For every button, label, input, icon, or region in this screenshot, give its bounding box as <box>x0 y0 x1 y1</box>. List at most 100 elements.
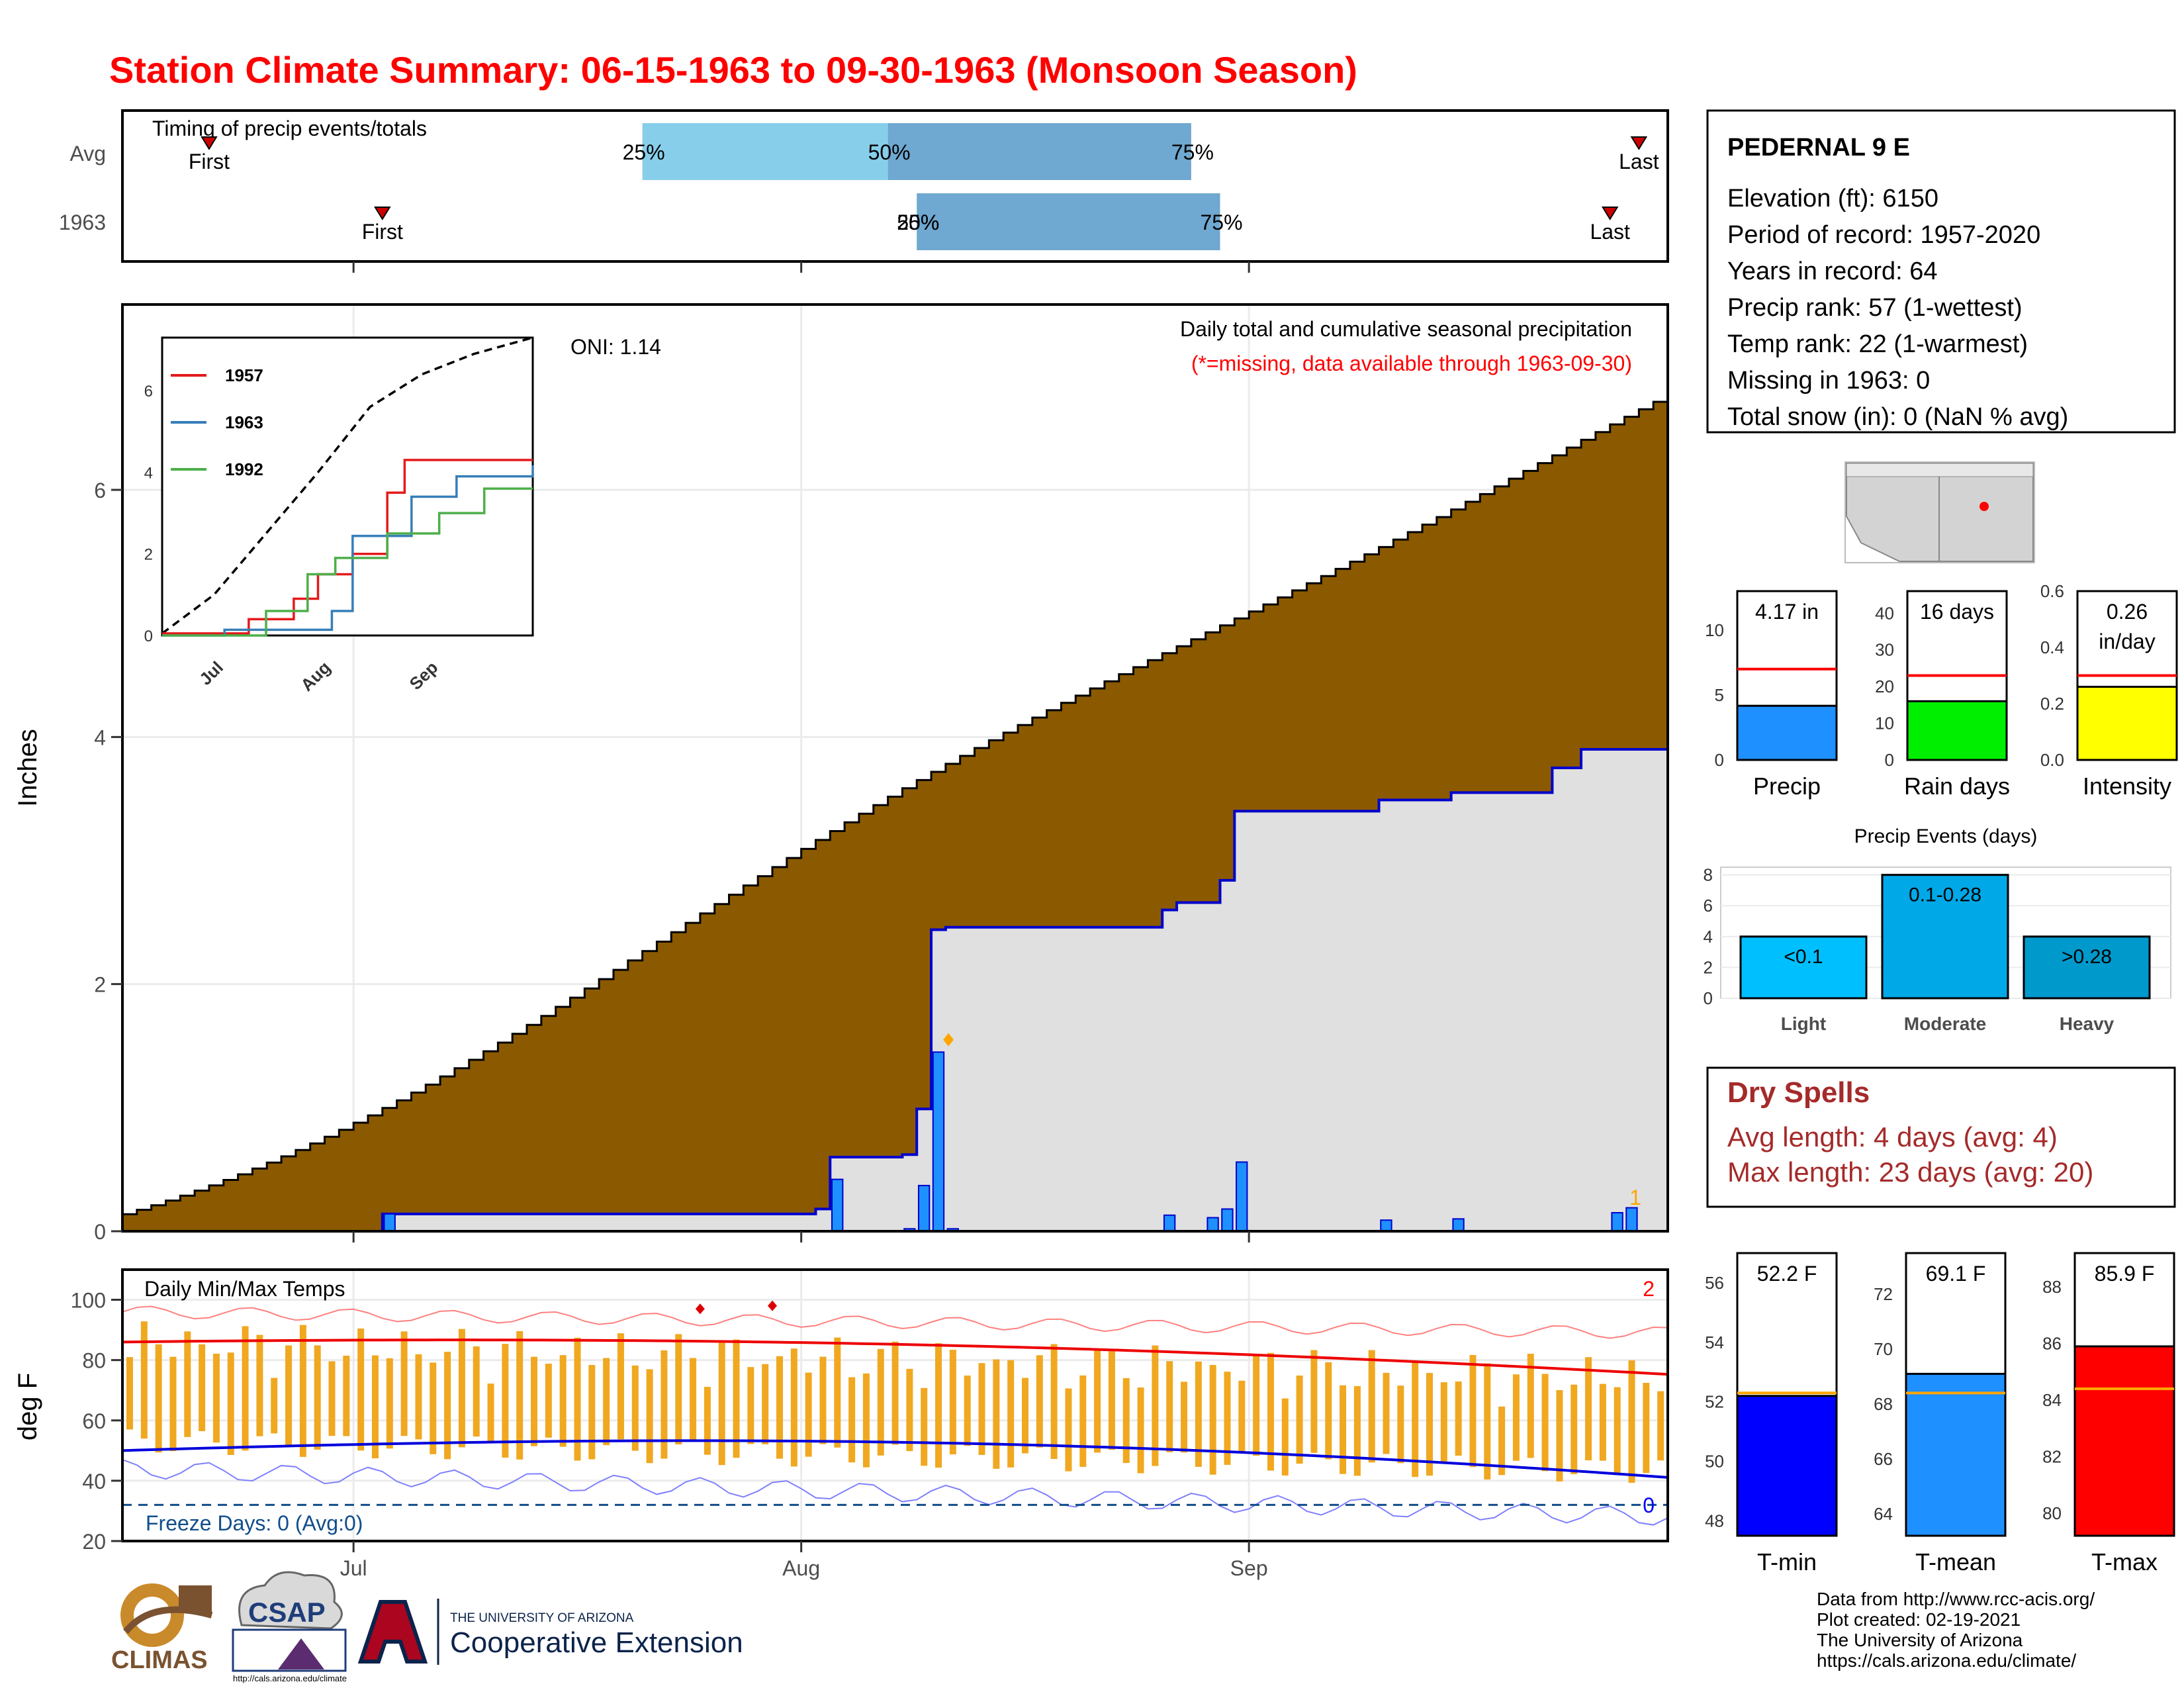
daily-temp-range-bar <box>690 1358 697 1442</box>
inset-y-tick: 4 <box>144 464 153 482</box>
temp-y-axis-label: deg F <box>13 1373 42 1440</box>
temp-1-tick: 68 <box>1874 1394 1893 1414</box>
footer-line-3: The University of Arizona <box>1817 1630 2023 1650</box>
station-info-box: PEDERNAL 9 E Elevation (ft): 6150 Period … <box>1706 109 2176 434</box>
daily-precip-bar <box>1625 1207 1638 1232</box>
daily-temp-range-bar <box>1628 1360 1635 1483</box>
daily-temp-range-bar <box>328 1361 336 1436</box>
daily-temp-range-bar <box>386 1358 393 1449</box>
daily-temp-range-bar <box>574 1337 581 1461</box>
daily-temp-range-bar <box>704 1387 711 1455</box>
daily-temp-range-bar <box>1426 1373 1433 1476</box>
csap-logo-text: CSAP <box>248 1597 326 1628</box>
daily-precip-bar <box>1163 1214 1176 1232</box>
temp-2-axis-label: T-max <box>2091 1548 2158 1575</box>
inset-legend-label: 1992 <box>225 459 263 479</box>
inset-chart <box>161 336 534 637</box>
cumulative-1963-line <box>122 716 1669 1233</box>
daily-temp-range-bar <box>1340 1385 1347 1474</box>
daily-temp-range-bar <box>718 1342 725 1466</box>
daily-temp-range-bar <box>299 1325 306 1457</box>
dry-spells-box: Dry Spells Avg length: 4 days (avg: 4) M… <box>1706 1066 2176 1208</box>
inset-y-tick: 6 <box>144 383 153 400</box>
daily-temp-range-bar <box>444 1352 451 1460</box>
inset-y-tick: 0 <box>144 628 153 645</box>
precip-2-tick: 0.0 <box>2040 750 2064 770</box>
precip-1-tick: 0 <box>1885 750 1894 770</box>
daily-temp-range-bar <box>458 1329 465 1448</box>
daily-temp-range-bar <box>1152 1345 1159 1466</box>
precip-chart-title: Daily total and cumulative seasonal prec… <box>1180 317 1632 341</box>
station-info-line: Total snow (in): 0 (NaN % avg) <box>1727 403 2068 431</box>
precip-y-tick: 2 <box>94 973 106 997</box>
timing-title: Timing of precip events/totals <box>152 117 427 140</box>
daily-temp-range-bar <box>314 1345 321 1450</box>
events-y-tick: 8 <box>1704 865 1713 885</box>
daily-temp-range-bar <box>1253 1354 1260 1456</box>
temp-2-value-label: 85.9 F <box>2095 1262 2155 1286</box>
daily-precip-bar <box>917 1184 931 1233</box>
month-axis-label: Jul <box>340 1556 367 1580</box>
footer-credits: Data from http://www.rcc-acis.org/ Plot … <box>1817 1589 2095 1671</box>
daily-precip-bar <box>1206 1217 1219 1233</box>
timing-row-1963: 1963 <box>59 211 106 234</box>
daily-temp-range-bar <box>906 1368 913 1452</box>
station-location-dot <box>1979 502 1989 511</box>
timing-avg-last-marker <box>1630 136 1648 150</box>
daily-temp-range-bar <box>819 1356 827 1444</box>
precip-2-value-label: in/day <box>2099 630 2155 653</box>
daily-temp-range-bar <box>617 1333 624 1440</box>
daily-precip-bar <box>831 1178 844 1232</box>
daily-temp-range-bar <box>545 1364 552 1438</box>
temp-2-tick: 86 <box>2042 1334 2062 1354</box>
temp-0-tick: 50 <box>1705 1452 1724 1472</box>
daily-temp-range-bar <box>285 1345 293 1447</box>
precip-y-tick: 6 <box>94 479 106 502</box>
climas-logo-text: CLIMAS <box>111 1646 208 1674</box>
timing-avg-p50-label: 50% <box>868 140 911 164</box>
daily-temp-range-bar <box>212 1353 220 1443</box>
temp-0-tick: 52 <box>1705 1392 1724 1412</box>
precip-1-tick: 40 <box>1875 603 1894 623</box>
csap-url: http://cals.arizona.edu/climate <box>233 1673 347 1683</box>
temp-1-tick: 66 <box>1874 1449 1893 1469</box>
daily-temp-range-bar <box>1021 1378 1028 1454</box>
oni-value: ONI: 1.14 <box>570 335 661 359</box>
footer-line-2: Plot created: 02-19-2021 <box>1817 1609 2021 1630</box>
events-title: Precip Events (days) <box>1854 825 2038 847</box>
precip-y-axis-label: Inches <box>13 729 42 807</box>
daily-temp-range-bar <box>1137 1387 1144 1474</box>
daily-temp-range-bar <box>400 1331 408 1436</box>
daily-temp-range-bar <box>993 1359 1000 1469</box>
events-category: Heavy <box>2060 1013 2115 1034</box>
daily-precip-bar <box>1452 1218 1465 1233</box>
daily-temp-range-bar <box>227 1352 234 1455</box>
timing-avg-first-label: First <box>189 150 230 173</box>
daily-precip-bar <box>1380 1219 1392 1232</box>
events-y-tick: 6 <box>1704 896 1713 915</box>
temp-y-tick: 20 <box>82 1530 106 1554</box>
daily-temp-range-bar <box>415 1354 422 1440</box>
precip-1-tick: 10 <box>1875 714 1894 733</box>
page-title: Station Climate Summary: 06-15-1963 to 0… <box>109 49 1357 91</box>
daily-temp-range-bar <box>1368 1350 1375 1463</box>
precip-1-tick: 20 <box>1875 677 1894 696</box>
precip-1-value-bar <box>1906 700 2008 761</box>
csap-logo: CSAP http://cals.arizona.edu/climate <box>232 1571 347 1683</box>
precip-2-tick: 0.6 <box>2040 581 2064 601</box>
temp-chart-title: Daily Min/Max Temps <box>144 1277 345 1301</box>
daily-temp-range-bar <box>834 1337 841 1448</box>
station-info-line: Temp rank: 22 (1-warmest) <box>1727 330 2028 358</box>
station-info-line: Precip rank: 57 (1-wettest) <box>1727 294 2023 322</box>
precip-chart-subtitle: (*=missing, data available through 1963-… <box>1191 352 1632 375</box>
ua-small-text: THE UNIVERSITY OF ARIZONA <box>450 1611 634 1625</box>
precip-0-tick: 5 <box>1715 685 1724 705</box>
temp-y-tick: 60 <box>82 1409 106 1433</box>
daily-temp-range-bar <box>1643 1382 1650 1474</box>
avg-max-temp-line <box>122 1338 1668 1376</box>
daily-temp-range-bar <box>1455 1381 1462 1456</box>
temp-1-tick: 64 <box>1874 1504 1893 1524</box>
daily-temp-range-bar <box>430 1362 437 1454</box>
events-bar-label: <0.1 <box>1784 946 1823 968</box>
